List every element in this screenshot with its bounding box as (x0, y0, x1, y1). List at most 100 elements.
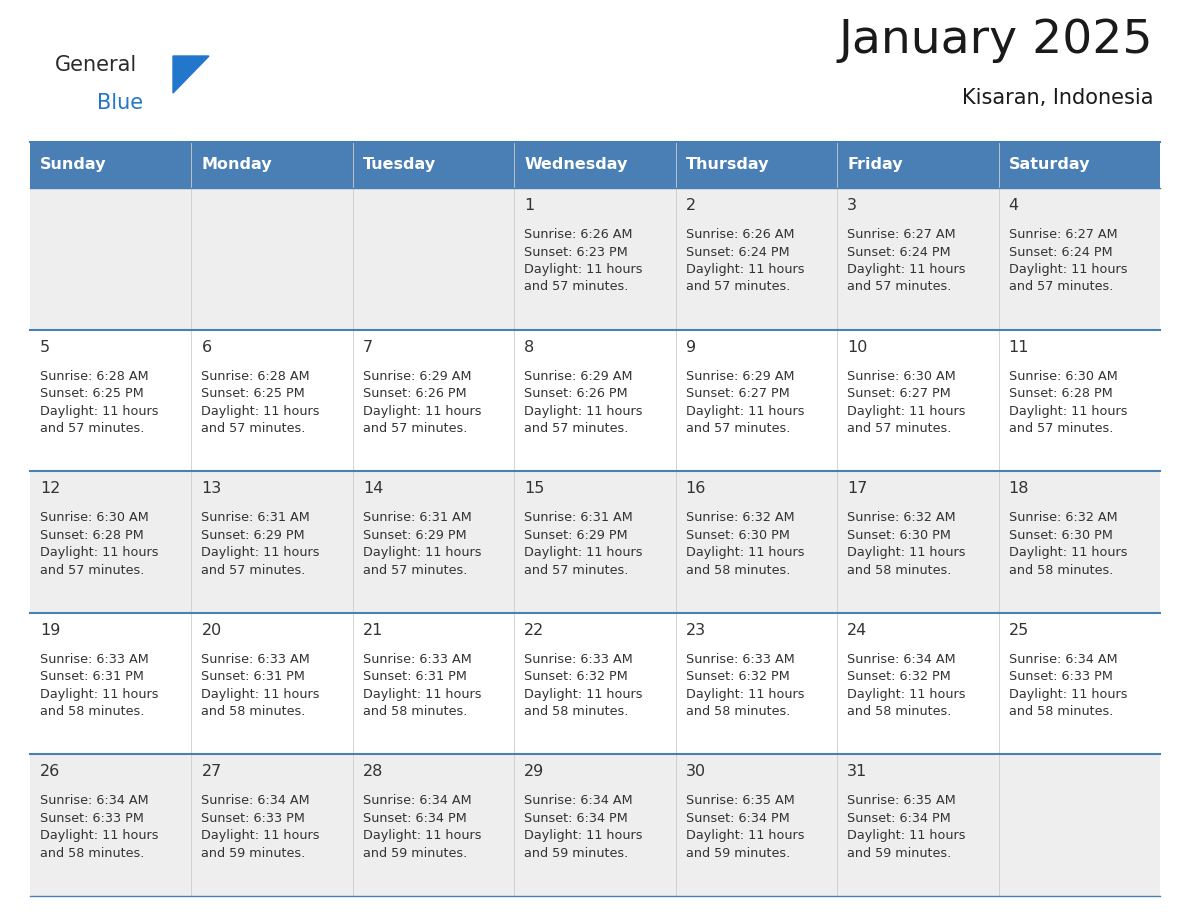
Text: Sunrise: 6:29 AM: Sunrise: 6:29 AM (362, 370, 472, 383)
Text: Sunrise: 6:32 AM: Sunrise: 6:32 AM (1009, 511, 1117, 524)
Text: Sunrise: 6:27 AM: Sunrise: 6:27 AM (1009, 228, 1117, 241)
Text: Daylight: 11 hours: Daylight: 11 hours (362, 688, 481, 700)
Text: and 59 minutes.: and 59 minutes. (847, 847, 952, 860)
Text: and 57 minutes.: and 57 minutes. (362, 422, 467, 435)
Text: and 59 minutes.: and 59 minutes. (202, 847, 305, 860)
Text: 9: 9 (685, 340, 696, 354)
Text: and 58 minutes.: and 58 minutes. (847, 705, 952, 718)
Text: 18: 18 (1009, 481, 1029, 497)
Text: 1: 1 (524, 198, 535, 213)
Text: Sunset: 6:31 PM: Sunset: 6:31 PM (362, 670, 467, 683)
Text: 5: 5 (40, 340, 50, 354)
Text: and 57 minutes.: and 57 minutes. (847, 422, 952, 435)
Text: Daylight: 11 hours: Daylight: 11 hours (362, 546, 481, 559)
Text: Sunrise: 6:31 AM: Sunrise: 6:31 AM (202, 511, 310, 524)
Bar (30, 471, 1159, 613)
Text: 7: 7 (362, 340, 373, 354)
Text: 27: 27 (202, 765, 222, 779)
Text: and 57 minutes.: and 57 minutes. (685, 281, 790, 294)
Text: Sunrise: 6:34 AM: Sunrise: 6:34 AM (847, 653, 956, 666)
Text: and 58 minutes.: and 58 minutes. (685, 705, 790, 718)
Text: and 58 minutes.: and 58 minutes. (847, 564, 952, 577)
Text: Sunrise: 6:26 AM: Sunrise: 6:26 AM (685, 228, 795, 241)
Text: Daylight: 11 hours: Daylight: 11 hours (685, 688, 804, 700)
Text: Daylight: 11 hours: Daylight: 11 hours (685, 829, 804, 843)
Text: Daylight: 11 hours: Daylight: 11 hours (847, 405, 966, 418)
Polygon shape (173, 56, 209, 93)
Text: Sunset: 6:30 PM: Sunset: 6:30 PM (685, 529, 790, 542)
Text: Daylight: 11 hours: Daylight: 11 hours (1009, 263, 1127, 276)
Text: Wednesday: Wednesday (524, 158, 627, 173)
Text: Daylight: 11 hours: Daylight: 11 hours (1009, 688, 1127, 700)
Text: Sunset: 6:28 PM: Sunset: 6:28 PM (40, 529, 144, 542)
Text: Daylight: 11 hours: Daylight: 11 hours (40, 688, 158, 700)
Text: 29: 29 (524, 765, 544, 779)
Text: Sunset: 6:33 PM: Sunset: 6:33 PM (40, 812, 144, 825)
Text: Sunrise: 6:30 AM: Sunrise: 6:30 AM (40, 511, 148, 524)
Text: Sunrise: 6:29 AM: Sunrise: 6:29 AM (685, 370, 795, 383)
Text: Sunset: 6:27 PM: Sunset: 6:27 PM (685, 387, 790, 400)
Text: Tuesday: Tuesday (362, 158, 436, 173)
Text: Sunrise: 6:27 AM: Sunrise: 6:27 AM (847, 228, 956, 241)
Text: 15: 15 (524, 481, 544, 497)
Bar (676, 142, 838, 188)
Text: Sunset: 6:34 PM: Sunset: 6:34 PM (524, 812, 628, 825)
Text: Sunset: 6:27 PM: Sunset: 6:27 PM (847, 387, 950, 400)
Text: Sunset: 6:24 PM: Sunset: 6:24 PM (847, 245, 950, 259)
Text: Sunset: 6:34 PM: Sunset: 6:34 PM (685, 812, 790, 825)
Bar (30, 613, 1159, 755)
Text: Daylight: 11 hours: Daylight: 11 hours (362, 405, 481, 418)
Text: Friday: Friday (847, 158, 903, 173)
Bar (30, 330, 1159, 471)
Text: Sunset: 6:24 PM: Sunset: 6:24 PM (1009, 245, 1112, 259)
Text: Sunrise: 6:34 AM: Sunrise: 6:34 AM (1009, 653, 1117, 666)
Text: Sunrise: 6:34 AM: Sunrise: 6:34 AM (524, 794, 633, 808)
Text: 25: 25 (1009, 622, 1029, 638)
Text: Sunrise: 6:30 AM: Sunrise: 6:30 AM (1009, 370, 1118, 383)
Text: and 58 minutes.: and 58 minutes. (1009, 705, 1113, 718)
Bar (30, 142, 191, 188)
Text: and 57 minutes.: and 57 minutes. (847, 281, 952, 294)
Text: Sunset: 6:31 PM: Sunset: 6:31 PM (40, 670, 144, 683)
Text: and 59 minutes.: and 59 minutes. (524, 847, 628, 860)
Bar (999, 142, 1159, 188)
Text: 8: 8 (524, 340, 535, 354)
Text: General: General (55, 55, 138, 75)
Bar (514, 142, 676, 188)
Text: Sunrise: 6:32 AM: Sunrise: 6:32 AM (685, 511, 795, 524)
Text: 21: 21 (362, 622, 384, 638)
Text: 13: 13 (202, 481, 222, 497)
Text: Sunrise: 6:28 AM: Sunrise: 6:28 AM (202, 370, 310, 383)
Text: Daylight: 11 hours: Daylight: 11 hours (524, 829, 643, 843)
Text: Daylight: 11 hours: Daylight: 11 hours (202, 405, 320, 418)
Text: January 2025: January 2025 (839, 18, 1154, 63)
Text: Daylight: 11 hours: Daylight: 11 hours (40, 829, 158, 843)
Text: Daylight: 11 hours: Daylight: 11 hours (40, 405, 158, 418)
Text: Sunset: 6:28 PM: Sunset: 6:28 PM (1009, 387, 1112, 400)
Text: and 58 minutes.: and 58 minutes. (685, 564, 790, 577)
Text: Daylight: 11 hours: Daylight: 11 hours (685, 546, 804, 559)
Text: Sunset: 6:32 PM: Sunset: 6:32 PM (524, 670, 628, 683)
Text: Daylight: 11 hours: Daylight: 11 hours (202, 829, 320, 843)
Text: Sunrise: 6:30 AM: Sunrise: 6:30 AM (847, 370, 956, 383)
Text: Daylight: 11 hours: Daylight: 11 hours (524, 688, 643, 700)
Text: Daylight: 11 hours: Daylight: 11 hours (685, 263, 804, 276)
Text: and 57 minutes.: and 57 minutes. (524, 281, 628, 294)
Text: 31: 31 (847, 765, 867, 779)
Text: Sunrise: 6:32 AM: Sunrise: 6:32 AM (847, 511, 956, 524)
Text: 23: 23 (685, 622, 706, 638)
Text: 17: 17 (847, 481, 867, 497)
Text: 24: 24 (847, 622, 867, 638)
Text: Sunset: 6:32 PM: Sunset: 6:32 PM (685, 670, 790, 683)
Bar (838, 142, 999, 188)
Text: Daylight: 11 hours: Daylight: 11 hours (202, 546, 320, 559)
Text: 26: 26 (40, 765, 61, 779)
Text: 11: 11 (1009, 340, 1029, 354)
Text: Daylight: 11 hours: Daylight: 11 hours (847, 688, 966, 700)
Text: Sunrise: 6:33 AM: Sunrise: 6:33 AM (524, 653, 633, 666)
Bar (30, 755, 1159, 896)
Text: and 57 minutes.: and 57 minutes. (40, 422, 145, 435)
Text: and 59 minutes.: and 59 minutes. (362, 847, 467, 860)
Text: and 58 minutes.: and 58 minutes. (40, 847, 145, 860)
Text: and 58 minutes.: and 58 minutes. (1009, 564, 1113, 577)
